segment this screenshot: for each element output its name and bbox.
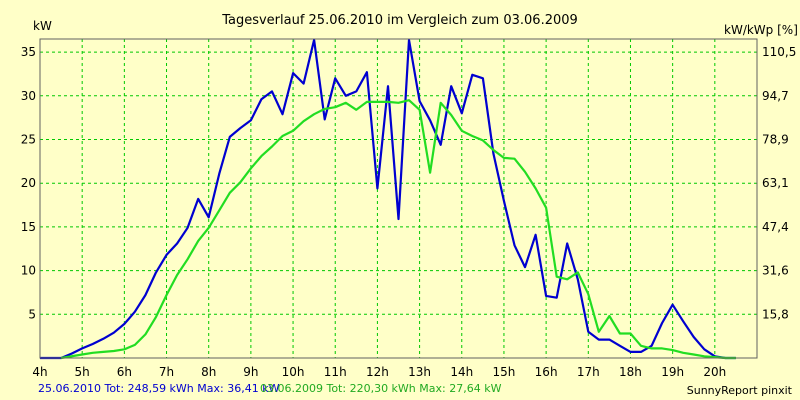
x-tick-label: 17h <box>577 365 600 379</box>
y-tick-label-right: 47,4 <box>762 220 789 234</box>
y-tick-label-right: 110,5 <box>762 45 796 59</box>
x-tick-label: 20h <box>703 365 726 379</box>
y-tick-label-right: 78,9 <box>762 133 789 147</box>
y-tick-label-left: 35 <box>21 45 36 59</box>
x-tick-label: 4h <box>32 365 47 379</box>
footer-series2-summary: 03.06.2009 Tot: 220,30 kWh Max: 27,64 kW <box>260 382 502 395</box>
x-tick-label: 5h <box>75 365 90 379</box>
series-layer <box>40 38 736 360</box>
y-axis-right-label: kW/kWp [%] <box>724 23 798 37</box>
x-tick-label: 6h <box>117 365 132 379</box>
y-tick-label-left: 5 <box>28 307 36 321</box>
series-line-2010 <box>40 38 736 360</box>
x-tick-label: 19h <box>661 365 684 379</box>
y-tick-label-right: 31,6 <box>762 264 789 278</box>
chart-title: Tagesverlauf 25.06.2010 im Vergleich zum… <box>221 13 578 28</box>
y-tick-label-right: 15,8 <box>762 307 789 321</box>
plot-border <box>39 38 758 359</box>
x-tick-label: 9h <box>243 365 258 379</box>
series-line-2009 <box>60 99 736 360</box>
grid <box>40 39 757 358</box>
ticks: 4h 5h 6h 7h 8h 9h 10h 11h 12h 13h 14h 15h 16h 17h 18h 1… <box>21 45 797 379</box>
y-tick-label-right: 94,7 <box>762 89 789 103</box>
x-tick-label: 13h <box>408 365 431 379</box>
y-tick-label-right: 63,1 <box>762 176 789 190</box>
plot-area <box>40 39 757 358</box>
footer-credit: SunnyReport pinxit <box>687 384 793 397</box>
x-tick-label: 14h <box>450 365 473 379</box>
x-tick-label: 8h <box>201 365 216 379</box>
y-axis-left-label: kW <box>33 19 52 33</box>
y-tick-label-left: 15 <box>21 220 36 234</box>
y-tick-label-left: 25 <box>21 133 36 147</box>
x-tick-label: 15h <box>493 365 516 379</box>
footer-series1-summary: 25.06.2010 Tot: 248,59 kWh Max: 36,41 kW <box>38 382 280 395</box>
y-tick-label-left: 20 <box>21 176 36 190</box>
y-tick-label-left: 10 <box>21 264 36 278</box>
x-tick-label: 7h <box>159 365 174 379</box>
x-tick-label: 11h <box>324 365 347 379</box>
x-tick-label: 12h <box>366 365 389 379</box>
y-tick-label-left: 30 <box>21 89 36 103</box>
x-tick-label: 16h <box>535 365 558 379</box>
x-tick-label: 10h <box>282 365 305 379</box>
x-tick-label: 18h <box>619 365 642 379</box>
